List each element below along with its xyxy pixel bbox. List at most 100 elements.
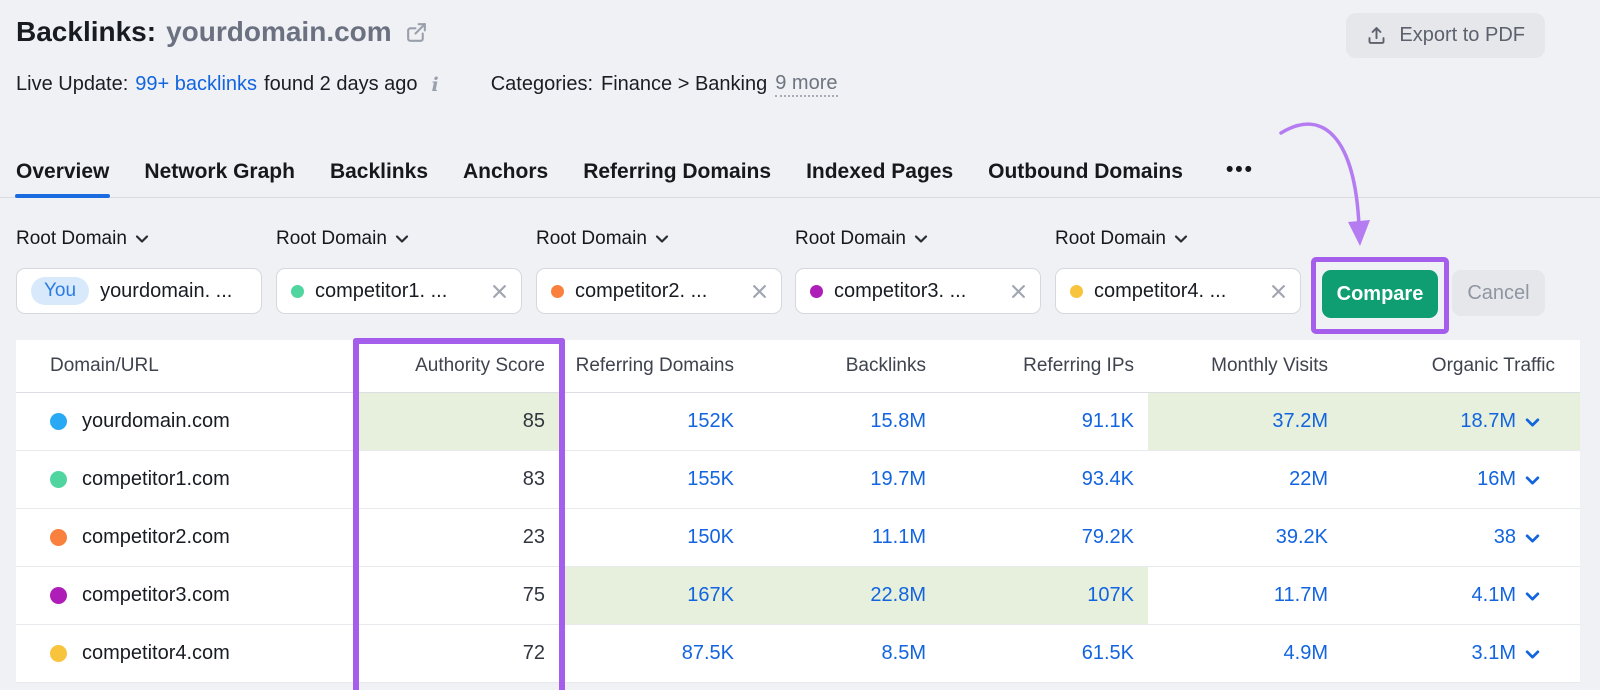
backlinks-cell[interactable]: 19.7M xyxy=(748,450,940,509)
referring-domains-cell[interactable]: 150K xyxy=(562,508,748,567)
subheader: Live Update: 99+ backlinks found 2 days … xyxy=(16,72,838,97)
chevron-down-icon[interactable] xyxy=(1525,417,1540,428)
compare-button[interactable]: Compare xyxy=(1322,270,1438,318)
page-title: Backlinks: yourdomain.com xyxy=(16,16,429,48)
monthly-visits-cell[interactable]: 37.2M xyxy=(1148,392,1342,451)
col-header-authority-score: Authority Score xyxy=(356,340,562,393)
domain-color-dot-icon xyxy=(291,284,304,298)
tab-referring-domains[interactable]: Referring Domains xyxy=(583,160,772,183)
categories-more-link[interactable]: 9 more xyxy=(775,72,838,97)
info-icon[interactable]: i xyxy=(431,73,439,96)
filter-slot-competitor1: Root Domain competitor1. ... xyxy=(276,226,522,314)
tab-anchors[interactable]: Anchors xyxy=(463,160,549,183)
filter-slot-competitor3: Root Domain competitor3. ... xyxy=(795,226,1041,314)
chevron-down-icon[interactable] xyxy=(1525,649,1540,660)
remove-domain-icon[interactable] xyxy=(492,284,507,299)
domain-color-dot-icon xyxy=(810,284,823,298)
backlinks-cell[interactable]: 8.5M xyxy=(748,624,940,683)
export-to-pdf-button[interactable]: Export to PDF xyxy=(1346,13,1545,58)
organic-traffic-cell[interactable]: 18.7M xyxy=(1342,392,1580,451)
root-domain-label: Root Domain xyxy=(276,228,387,249)
domain-cell: yourdomain.com xyxy=(16,392,356,451)
referring-ips-cell[interactable]: 93.4K xyxy=(940,450,1148,509)
backlinks-cell[interactable]: 11.1M xyxy=(748,508,940,567)
referring-domains-cell[interactable]: 152K xyxy=(562,392,748,451)
domain-chip-competitor2[interactable]: competitor2. ... xyxy=(536,268,782,314)
referring-ips-cell[interactable]: 107K xyxy=(940,566,1148,625)
chevron-down-icon[interactable] xyxy=(1525,591,1540,602)
filter-slot-competitor2: Root Domain competitor2. ... xyxy=(536,226,782,314)
organic-traffic-cell[interactable]: 38 xyxy=(1342,508,1580,567)
referring-domains-cell[interactable]: 155K xyxy=(562,450,748,509)
backlinks-found-link[interactable]: 99+ backlinks xyxy=(135,73,258,95)
col-header-monthly-visits: Monthly Visits xyxy=(1148,340,1342,393)
monthly-visits-cell[interactable]: 39.2K xyxy=(1148,508,1342,567)
backlinks-cell[interactable]: 15.8M xyxy=(748,392,940,451)
table-row-competitor4: competitor4.com 72 87.5K 8.5M 61.5K 4.9M… xyxy=(16,624,1580,683)
col-header-organic-traffic: Organic Traffic xyxy=(1342,340,1580,393)
col-header-domain: Domain/URL xyxy=(16,340,356,393)
tab-outbound-domains[interactable]: Outbound Domains xyxy=(988,160,1183,183)
categories-value: Finance > Banking xyxy=(601,73,768,95)
chevron-down-icon[interactable] xyxy=(1525,475,1540,486)
domain-label: yourdomain.com xyxy=(82,409,230,432)
chip-domain-label: competitor4. ... xyxy=(1094,279,1227,302)
monthly-visits-cell[interactable]: 11.7M xyxy=(1148,566,1342,625)
authority-score-cell: 23 xyxy=(356,508,562,567)
authority-score-cell: 85 xyxy=(356,392,562,451)
root-domain-dropdown[interactable]: Root Domain xyxy=(795,226,1041,252)
referring-domains-cell[interactable]: 87.5K xyxy=(562,624,748,683)
chevron-down-icon xyxy=(135,235,148,243)
backlinks-cell[interactable]: 22.8M xyxy=(748,566,940,625)
chip-domain-label: competitor2. ... xyxy=(575,279,708,302)
cancel-button[interactable]: Cancel xyxy=(1452,270,1545,316)
referring-domains-cell[interactable]: 167K xyxy=(562,566,748,625)
organic-traffic-cell[interactable]: 4.1M xyxy=(1342,566,1580,625)
domain-chip-competitor3[interactable]: competitor3. ... xyxy=(795,268,1041,314)
table-header-row: Domain/URL Authority Score Referring Dom… xyxy=(16,340,1580,393)
monthly-visits-cell[interactable]: 4.9M xyxy=(1148,624,1342,683)
categories-label: Categories: xyxy=(490,73,594,95)
referring-ips-cell[interactable]: 91.1K xyxy=(940,392,1148,451)
root-domain-dropdown[interactable]: Root Domain xyxy=(16,226,262,252)
analyzed-domain: yourdomain.com xyxy=(166,16,392,47)
referring-ips-cell[interactable]: 79.2K xyxy=(940,508,1148,567)
root-domain-dropdown[interactable]: Root Domain xyxy=(1055,226,1301,252)
domain-chip-competitor4[interactable]: competitor4. ... xyxy=(1055,268,1301,314)
table-row-competitor2: competitor2.com 23 150K 11.1M 79.2K 39.2… xyxy=(16,508,1580,567)
col-header-backlinks: Backlinks xyxy=(748,340,940,393)
report-tabs: Overview Network Graph Backlinks Anchors… xyxy=(0,140,1600,198)
more-tabs-icon[interactable]: ••• xyxy=(1225,158,1255,181)
chevron-down-icon xyxy=(655,235,668,243)
remove-domain-icon[interactable] xyxy=(1271,284,1286,299)
monthly-visits-cell[interactable]: 22M xyxy=(1148,450,1342,509)
domain-cell: competitor2.com xyxy=(16,508,356,567)
export-button-label: Export to PDF xyxy=(1399,24,1525,46)
chevron-down-icon xyxy=(395,235,408,243)
domain-chip-competitor1[interactable]: competitor1. ... xyxy=(276,268,522,314)
domain-label: competitor4.com xyxy=(82,641,230,664)
domain-color-dot-icon xyxy=(50,644,67,662)
upload-icon xyxy=(1366,25,1387,46)
tab-backlinks[interactable]: Backlinks xyxy=(329,160,428,183)
root-domain-dropdown[interactable]: Root Domain xyxy=(536,226,782,252)
domain-label: competitor3.com xyxy=(82,583,230,606)
tab-indexed-pages[interactable]: Indexed Pages xyxy=(806,160,954,183)
referring-ips-cell[interactable]: 61.5K xyxy=(940,624,1148,683)
root-domain-label: Root Domain xyxy=(795,228,906,249)
organic-traffic-cell[interactable]: 3.1M xyxy=(1342,624,1580,683)
tab-network-graph[interactable]: Network Graph xyxy=(144,160,295,183)
live-update-label: Live Update: xyxy=(16,73,129,95)
comparison-table: Domain/URL Authority Score Referring Dom… xyxy=(16,340,1580,683)
organic-traffic-cell[interactable]: 16M xyxy=(1342,450,1580,509)
remove-domain-icon[interactable] xyxy=(1011,284,1026,299)
external-link-icon[interactable] xyxy=(404,20,429,45)
authority-score-cell: 72 xyxy=(356,624,562,683)
table-row-competitor1: competitor1.com 83 155K 19.7M 93.4K 22M … xyxy=(16,450,1580,509)
tab-overview[interactable]: Overview xyxy=(14,160,111,198)
authority-score-cell: 75 xyxy=(356,566,562,625)
root-domain-dropdown[interactable]: Root Domain xyxy=(276,226,522,252)
chevron-down-icon[interactable] xyxy=(1525,533,1540,544)
remove-domain-icon[interactable] xyxy=(752,284,767,299)
domain-chip-you[interactable]: You yourdomain. ... xyxy=(16,268,262,314)
